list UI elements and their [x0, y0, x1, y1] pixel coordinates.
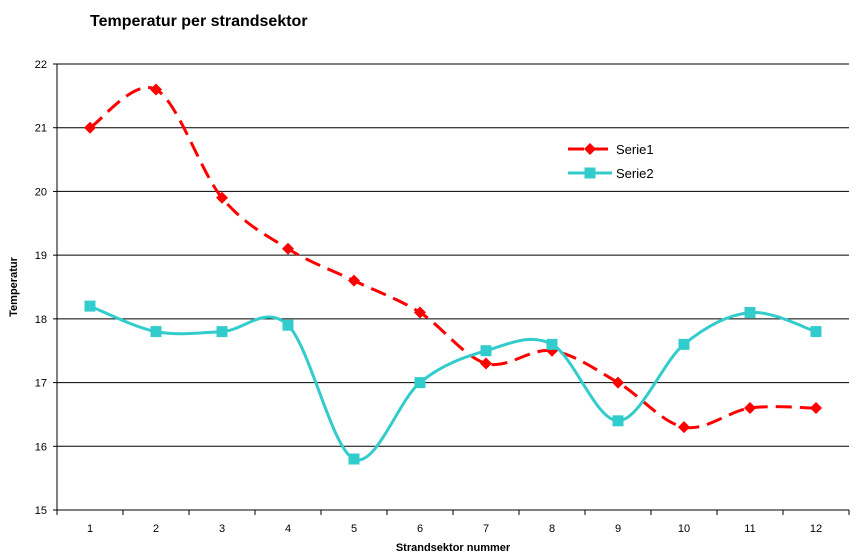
series-1-point — [282, 242, 294, 255]
series-1-point — [480, 357, 492, 370]
legend-label-2: Serie2 — [616, 166, 654, 181]
legend-marker-2 — [584, 167, 596, 179]
x-tick-label: 2 — [153, 523, 159, 535]
series-2 — [84, 300, 822, 465]
x-tick-label: 7 — [483, 523, 489, 535]
legend-label-1: Serie1 — [616, 142, 654, 157]
series-1-point — [612, 376, 624, 389]
series-1 — [84, 83, 822, 434]
series-1-point — [216, 191, 228, 204]
y-tick-label: 19 — [35, 250, 47, 262]
x-tick-label: 5 — [351, 523, 357, 535]
plot-area — [57, 64, 849, 510]
series-1-line — [89, 86, 817, 430]
series-1-point — [810, 402, 822, 415]
grid — [57, 63, 849, 447]
x-tick-label: 11 — [744, 523, 755, 535]
legend-marker-1 — [584, 143, 596, 155]
series-2-point — [216, 326, 228, 338]
y-tick-label: 18 — [35, 314, 47, 326]
x-tick-label: 3 — [219, 523, 225, 535]
series-group — [84, 83, 822, 465]
series-1-point — [348, 274, 360, 287]
series-2-point — [546, 338, 558, 350]
x-tick-label: 8 — [549, 523, 555, 535]
series-2-point — [150, 326, 162, 338]
series-2-point — [612, 415, 624, 427]
y-tick-label: 16 — [35, 441, 47, 453]
y-tick-label: 21 — [35, 123, 47, 135]
series-1-point — [84, 121, 96, 134]
series-2-point — [414, 377, 426, 389]
y-axis-label: Temperatur — [8, 256, 20, 316]
series-2-point — [348, 453, 360, 465]
x-tick-label: 12 — [810, 523, 822, 535]
legend: Serie1 Serie2 — [568, 142, 654, 181]
series-2-point — [678, 338, 690, 350]
series-1-point — [678, 421, 690, 434]
y-tick-label: 22 — [35, 59, 47, 71]
x-axis-label: Strandsektor nummer — [396, 542, 511, 554]
y-tick-label: 17 — [35, 378, 47, 390]
series-1-point — [414, 306, 426, 319]
series-1-point — [150, 83, 162, 96]
series-2-point — [282, 319, 294, 331]
series-2-point — [810, 326, 822, 338]
x-tick-label: 9 — [615, 523, 621, 535]
series-2-point — [84, 300, 96, 312]
chart-title: Temperatur per strandsektor — [90, 13, 308, 30]
series-2-point — [744, 306, 756, 318]
x-tick-label: 6 — [417, 523, 423, 535]
x-ticks: 1 2 3 4 5 6 7 8 9 10 11 12 — [56, 510, 850, 535]
y-tick-label: 15 — [35, 505, 47, 517]
y-tick-label: 20 — [35, 186, 47, 198]
series-1-point — [744, 402, 756, 415]
x-tick-label: 4 — [285, 523, 291, 535]
series-2-point — [480, 345, 492, 357]
x-tick-label: 1 — [87, 523, 93, 535]
y-ticks: 15 16 17 18 19 20 21 22 — [35, 59, 57, 517]
x-tick-label: 10 — [678, 523, 690, 535]
